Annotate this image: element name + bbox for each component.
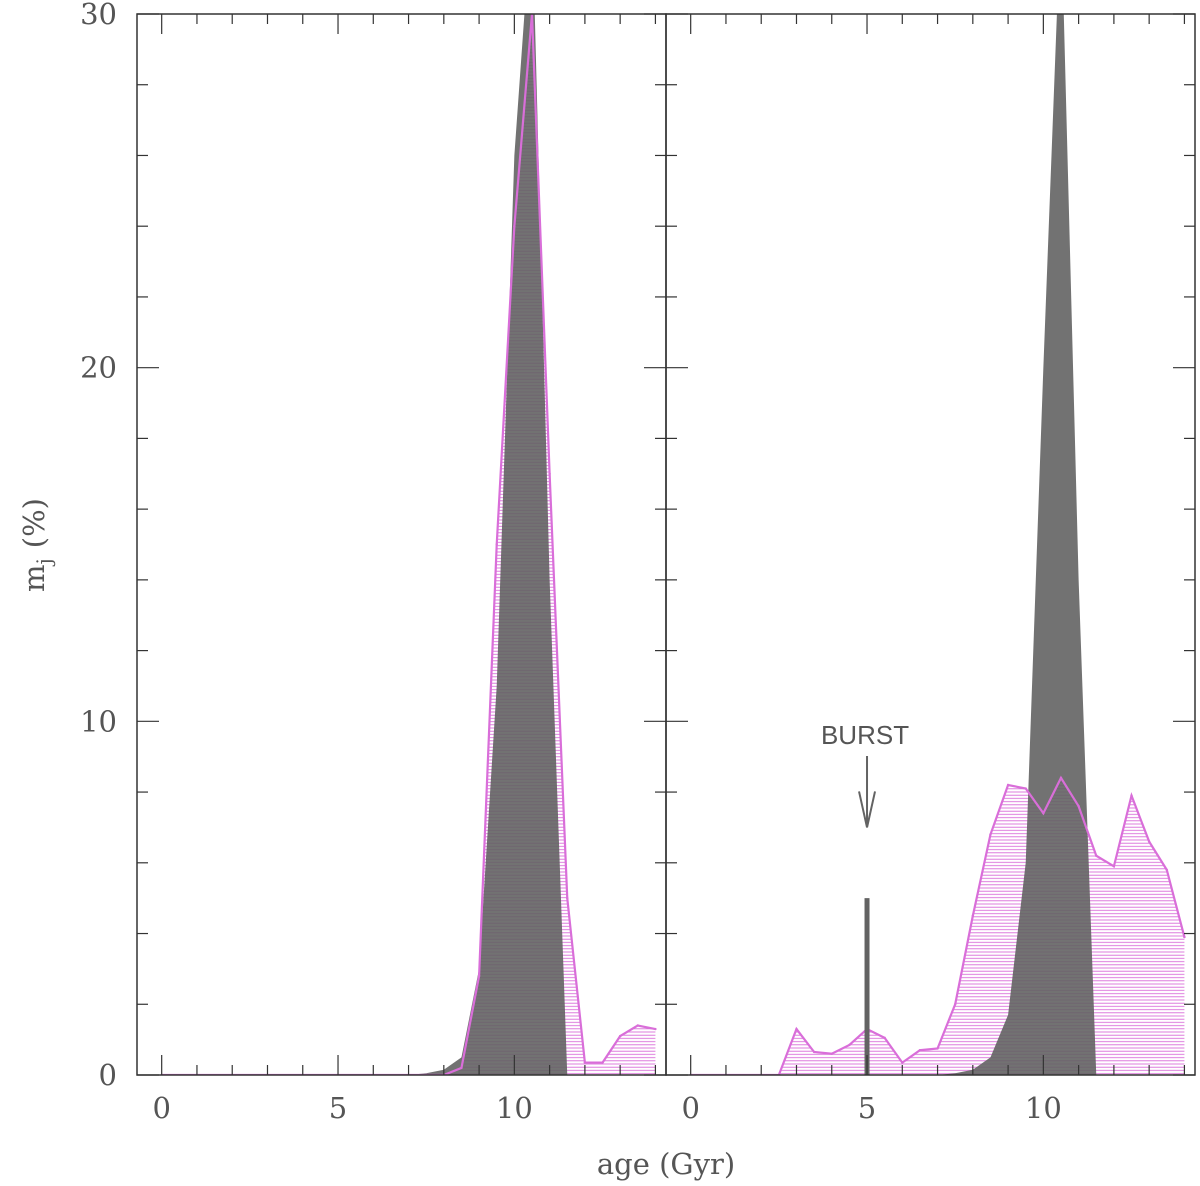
- magenta-point: [1112, 865, 1116, 868]
- magenta-point: [1095, 854, 1098, 857]
- magenta-point: [548, 472, 551, 475]
- x-tick-label: 0: [681, 1091, 699, 1125]
- magenta-point: [1130, 794, 1133, 797]
- magenta-point: [795, 1027, 798, 1031]
- x-axis-title: age (Gyr): [597, 1147, 735, 1181]
- x-tick-label: 10: [1025, 1091, 1062, 1125]
- magenta-point: [1165, 868, 1168, 872]
- magenta-point: [1024, 787, 1027, 790]
- svg-text:mj(%): mj (%): [17, 498, 56, 592]
- magenta-point: [601, 1061, 604, 1064]
- panel-frame: [665, 13, 1196, 1076]
- y-axis-title: mj (%): [17, 498, 56, 592]
- magenta-point: [1077, 805, 1080, 808]
- magenta-hatched-area: [690, 777, 1185, 1075]
- plot-area-0: [160, 14, 657, 1075]
- right-panel: 0 5 10 BURST: [665, 13, 1196, 1125]
- magenta-point: [812, 1050, 816, 1054]
- x-tick-label: 10: [496, 1091, 533, 1125]
- magenta-point: [495, 543, 498, 546]
- magenta-point: [848, 1043, 851, 1047]
- magenta-point: [1147, 840, 1151, 843]
- y-axis-title-subscript: j: [32, 558, 56, 566]
- magenta-hatched-area: [161, 14, 656, 1075]
- burst-arrow-head: [858, 791, 876, 828]
- magenta-point: [883, 1036, 886, 1040]
- dark-filled-area: [161, 14, 568, 1075]
- magenta-point: [1042, 812, 1045, 815]
- magenta-point: [918, 1049, 922, 1052]
- magenta-point: [1059, 776, 1063, 780]
- y-tick-label: 20: [80, 351, 117, 385]
- magenta-point: [566, 896, 569, 900]
- magenta-point: [953, 1003, 957, 1006]
- magenta-point: [636, 1024, 639, 1027]
- magenta-point: [989, 833, 992, 836]
- magenta-point: [654, 1027, 657, 1031]
- magenta-point: [460, 1066, 463, 1070]
- magenta-point: [513, 225, 516, 228]
- magenta-point: [936, 1047, 939, 1050]
- x-tick-label: 5: [329, 1091, 347, 1125]
- burst-annotation-label: BURST: [821, 720, 909, 750]
- panel-frame: [136, 13, 667, 1076]
- dark-filled-area: [690, 14, 1097, 1075]
- x-tick-label: 5: [858, 1091, 876, 1125]
- magenta-point: [477, 974, 481, 978]
- magenta-point: [971, 914, 975, 918]
- magenta-series-line: [161, 14, 656, 1075]
- plot-area-1: [689, 14, 1186, 1075]
- magenta-point: [583, 1061, 587, 1064]
- y-axis-title-symbol: m: [17, 564, 51, 592]
- y-tick-label: 0: [99, 1058, 117, 1092]
- magenta-point: [901, 1061, 904, 1064]
- magenta-point: [1183, 935, 1186, 939]
- magenta-point: [830, 1052, 833, 1055]
- magenta-point: [618, 1034, 622, 1038]
- y-tick-label: 10: [80, 704, 117, 738]
- x-tick-label: 0: [152, 1091, 170, 1125]
- y-tick-label: 30: [80, 0, 117, 31]
- left-panel: 0 5 10 0 10 20 30: [80, 0, 667, 1125]
- y-axis-title-unit: (%): [17, 498, 51, 548]
- magenta-point: [1006, 783, 1010, 787]
